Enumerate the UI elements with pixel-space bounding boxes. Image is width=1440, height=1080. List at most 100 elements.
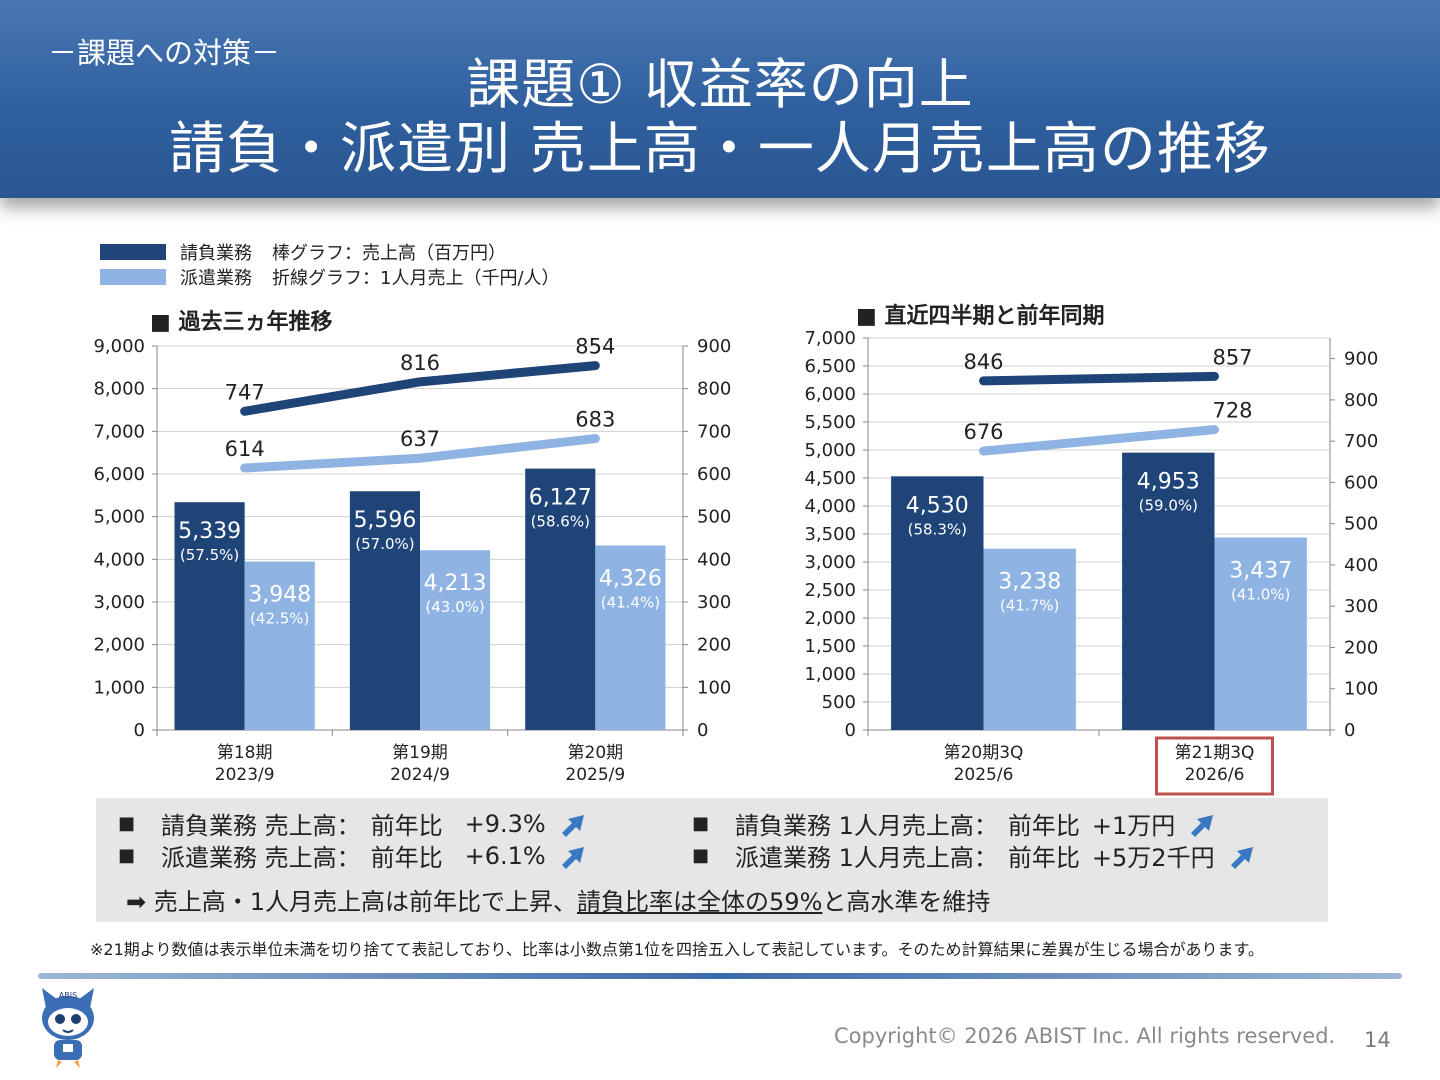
line-value-label: 846 — [963, 350, 1003, 374]
line-value-label: 747 — [225, 380, 265, 404]
bar-value-label: 3,948 — [248, 583, 311, 608]
conclusion-emphasis: 請負比率は全体の59% — [577, 888, 823, 916]
bar-contract — [891, 476, 984, 730]
bar-value-label: 5,339 — [178, 519, 241, 544]
legend-line-description: 折線グラフ：1人月売上（千円/人） — [272, 268, 560, 289]
y-tick-label: 1,500 — [804, 636, 856, 657]
logo-text: ABIS — [59, 991, 77, 1000]
summary-item-contract-sales: ■ 請負業務 売上高： 前年比 +9.3% — [118, 806, 588, 841]
section-tag: －課題への対策－ — [48, 36, 281, 70]
y2-tick-label: 100 — [697, 677, 731, 698]
line-value-label: 614 — [225, 437, 265, 461]
y-tick-label: 4,000 — [804, 496, 856, 517]
y2-tick-label: 0 — [697, 720, 708, 741]
y-tick-label: 8,000 — [93, 379, 145, 400]
bar-value-label: 4,953 — [1137, 470, 1200, 495]
y2-tick-label: 500 — [1344, 514, 1378, 535]
y-tick-label: 9,000 — [93, 336, 145, 357]
y-tick-label: 0 — [134, 720, 145, 741]
line-dispatch — [979, 425, 1219, 456]
line-value-label: 676 — [963, 420, 1003, 444]
bar-contract — [349, 491, 420, 730]
line-value-label: 816 — [400, 351, 440, 375]
x-tick-label: 第18期 — [217, 743, 273, 763]
y-tick-label: 1,000 — [804, 664, 856, 685]
bullet: ■ — [692, 813, 710, 834]
y2-tick-label: 700 — [697, 421, 731, 442]
footnote: ※21期より数値は表示単位未満を切り捨てて表記しており、比率は小数点第1位を四捨… — [90, 940, 1264, 959]
y-tick-label: 5,500 — [804, 412, 856, 433]
legend-item-dispatch: 派遣業務 折線グラフ：1人月売上（千円/人） — [100, 265, 560, 289]
y-tick-label: 7,000 — [93, 421, 145, 442]
line-contract — [240, 361, 600, 416]
y2-tick-label: 0 — [1344, 720, 1355, 741]
summary-item-dispatch-sales: ■ 派遣業務 売上高： 前年比 +6.1% — [118, 838, 588, 873]
y-tick-label: 3,500 — [804, 524, 856, 545]
bar-contract — [174, 502, 245, 730]
y2-tick-label: 500 — [697, 507, 731, 528]
up-arrow-icon — [561, 846, 584, 869]
summary-label: 請負業務 1人月売上高： — [735, 812, 998, 840]
page-title: 課題① 収益率の向上 — [466, 53, 974, 116]
y-tick-label: 7,000 — [804, 328, 856, 349]
y-tick-label: 6,000 — [804, 384, 856, 405]
bar-value-label: 3,238 — [998, 570, 1061, 595]
bar-value-label: 4,530 — [906, 493, 969, 518]
line-value-label: 637 — [400, 427, 440, 451]
right-arrow-icon: ➡ — [126, 888, 147, 916]
bar-dispatch — [595, 545, 666, 730]
summary-value: +9.3% — [464, 809, 546, 838]
bar-share-label: (41.7%) — [1000, 597, 1059, 615]
chart-title-quarterly: ■ 直近四半期と前年同期 — [856, 304, 1105, 329]
conclusion-part: 売上高・1人月売上高は前年比で上昇、 — [153, 888, 578, 916]
y2-tick-label: 100 — [1344, 679, 1378, 700]
summary-item-dispatch-monthly: ■ 派遣業務 1人月売上高： 前年比 +5万2千円 — [692, 838, 1257, 873]
bar-share-label: (59.0%) — [1139, 497, 1198, 515]
bullet: ■ — [118, 845, 136, 866]
summary-yoy: 前年比 — [370, 812, 443, 840]
bar-value-label: 6,127 — [529, 486, 592, 511]
bar-dispatch — [1214, 537, 1307, 730]
legend-swatch-contract — [100, 244, 166, 260]
summary-yoy: 前年比 — [1007, 812, 1080, 840]
y-tick-label: 3,000 — [804, 552, 856, 573]
bar-value-label: 5,596 — [353, 508, 416, 533]
bar-share-label: (57.0%) — [355, 535, 414, 553]
x-tick-label: 第19期 — [392, 743, 448, 763]
y2-tick-label: 900 — [1344, 349, 1378, 370]
annual-sales-chart: 0 1,000 2,000 3,000 4,000 5,000 6,000 7,000 8,00… — [93, 335, 731, 785]
x-tick-label: 2024/9 — [390, 765, 450, 785]
footer-divider — [38, 973, 1402, 979]
summary-value: +6.1% — [464, 841, 546, 870]
chart-title-annual: ■ 過去三ヵ年推移 — [150, 310, 333, 335]
y2-tick-label: 400 — [1344, 555, 1378, 576]
summary-yoy: 前年比 — [370, 844, 443, 872]
bar-contract — [525, 468, 596, 730]
bar-dispatch — [983, 548, 1076, 730]
y2-tick-label: 700 — [1344, 431, 1378, 452]
page-number: 14 — [1364, 1028, 1391, 1052]
conclusion-part: と高水準を維持 — [822, 888, 991, 916]
bar-share-label: (58.6%) — [531, 513, 590, 531]
bar-share-label: (41.0%) — [1231, 586, 1290, 604]
bar-dispatch — [244, 561, 315, 730]
y-tick-label: 2,000 — [93, 635, 145, 656]
bar-share-label: (41.4%) — [601, 593, 660, 611]
y-tick-label: 0 — [845, 720, 856, 741]
bar-contract — [1122, 452, 1215, 730]
summary-yoy: 前年比 — [1007, 844, 1080, 872]
y-tick-label: 2,500 — [804, 580, 856, 601]
x-tick-label: 第20期 — [568, 743, 624, 763]
line-value-label: 854 — [575, 335, 615, 359]
bar-value-label: 4,213 — [424, 571, 487, 596]
bullet: ■ — [118, 813, 136, 834]
legend-bar-description: 棒グラフ：売上高（百万円） — [272, 243, 506, 264]
bar-share-label: (43.0%) — [425, 598, 484, 616]
line-contract — [979, 371, 1219, 386]
legend-item-contract: 請負業務 棒グラフ：売上高（百万円） — [100, 240, 506, 264]
bar-share-label: (58.3%) — [908, 520, 967, 538]
up-arrow-icon — [561, 814, 584, 837]
chart-legend: 請負業務 棒グラフ：売上高（百万円） 派遣業務 折線グラフ：1人月売上（千円/人… — [86, 236, 606, 294]
highlight-box — [1155, 736, 1274, 796]
x-tick-label: 第21期3Q — [1175, 743, 1255, 763]
